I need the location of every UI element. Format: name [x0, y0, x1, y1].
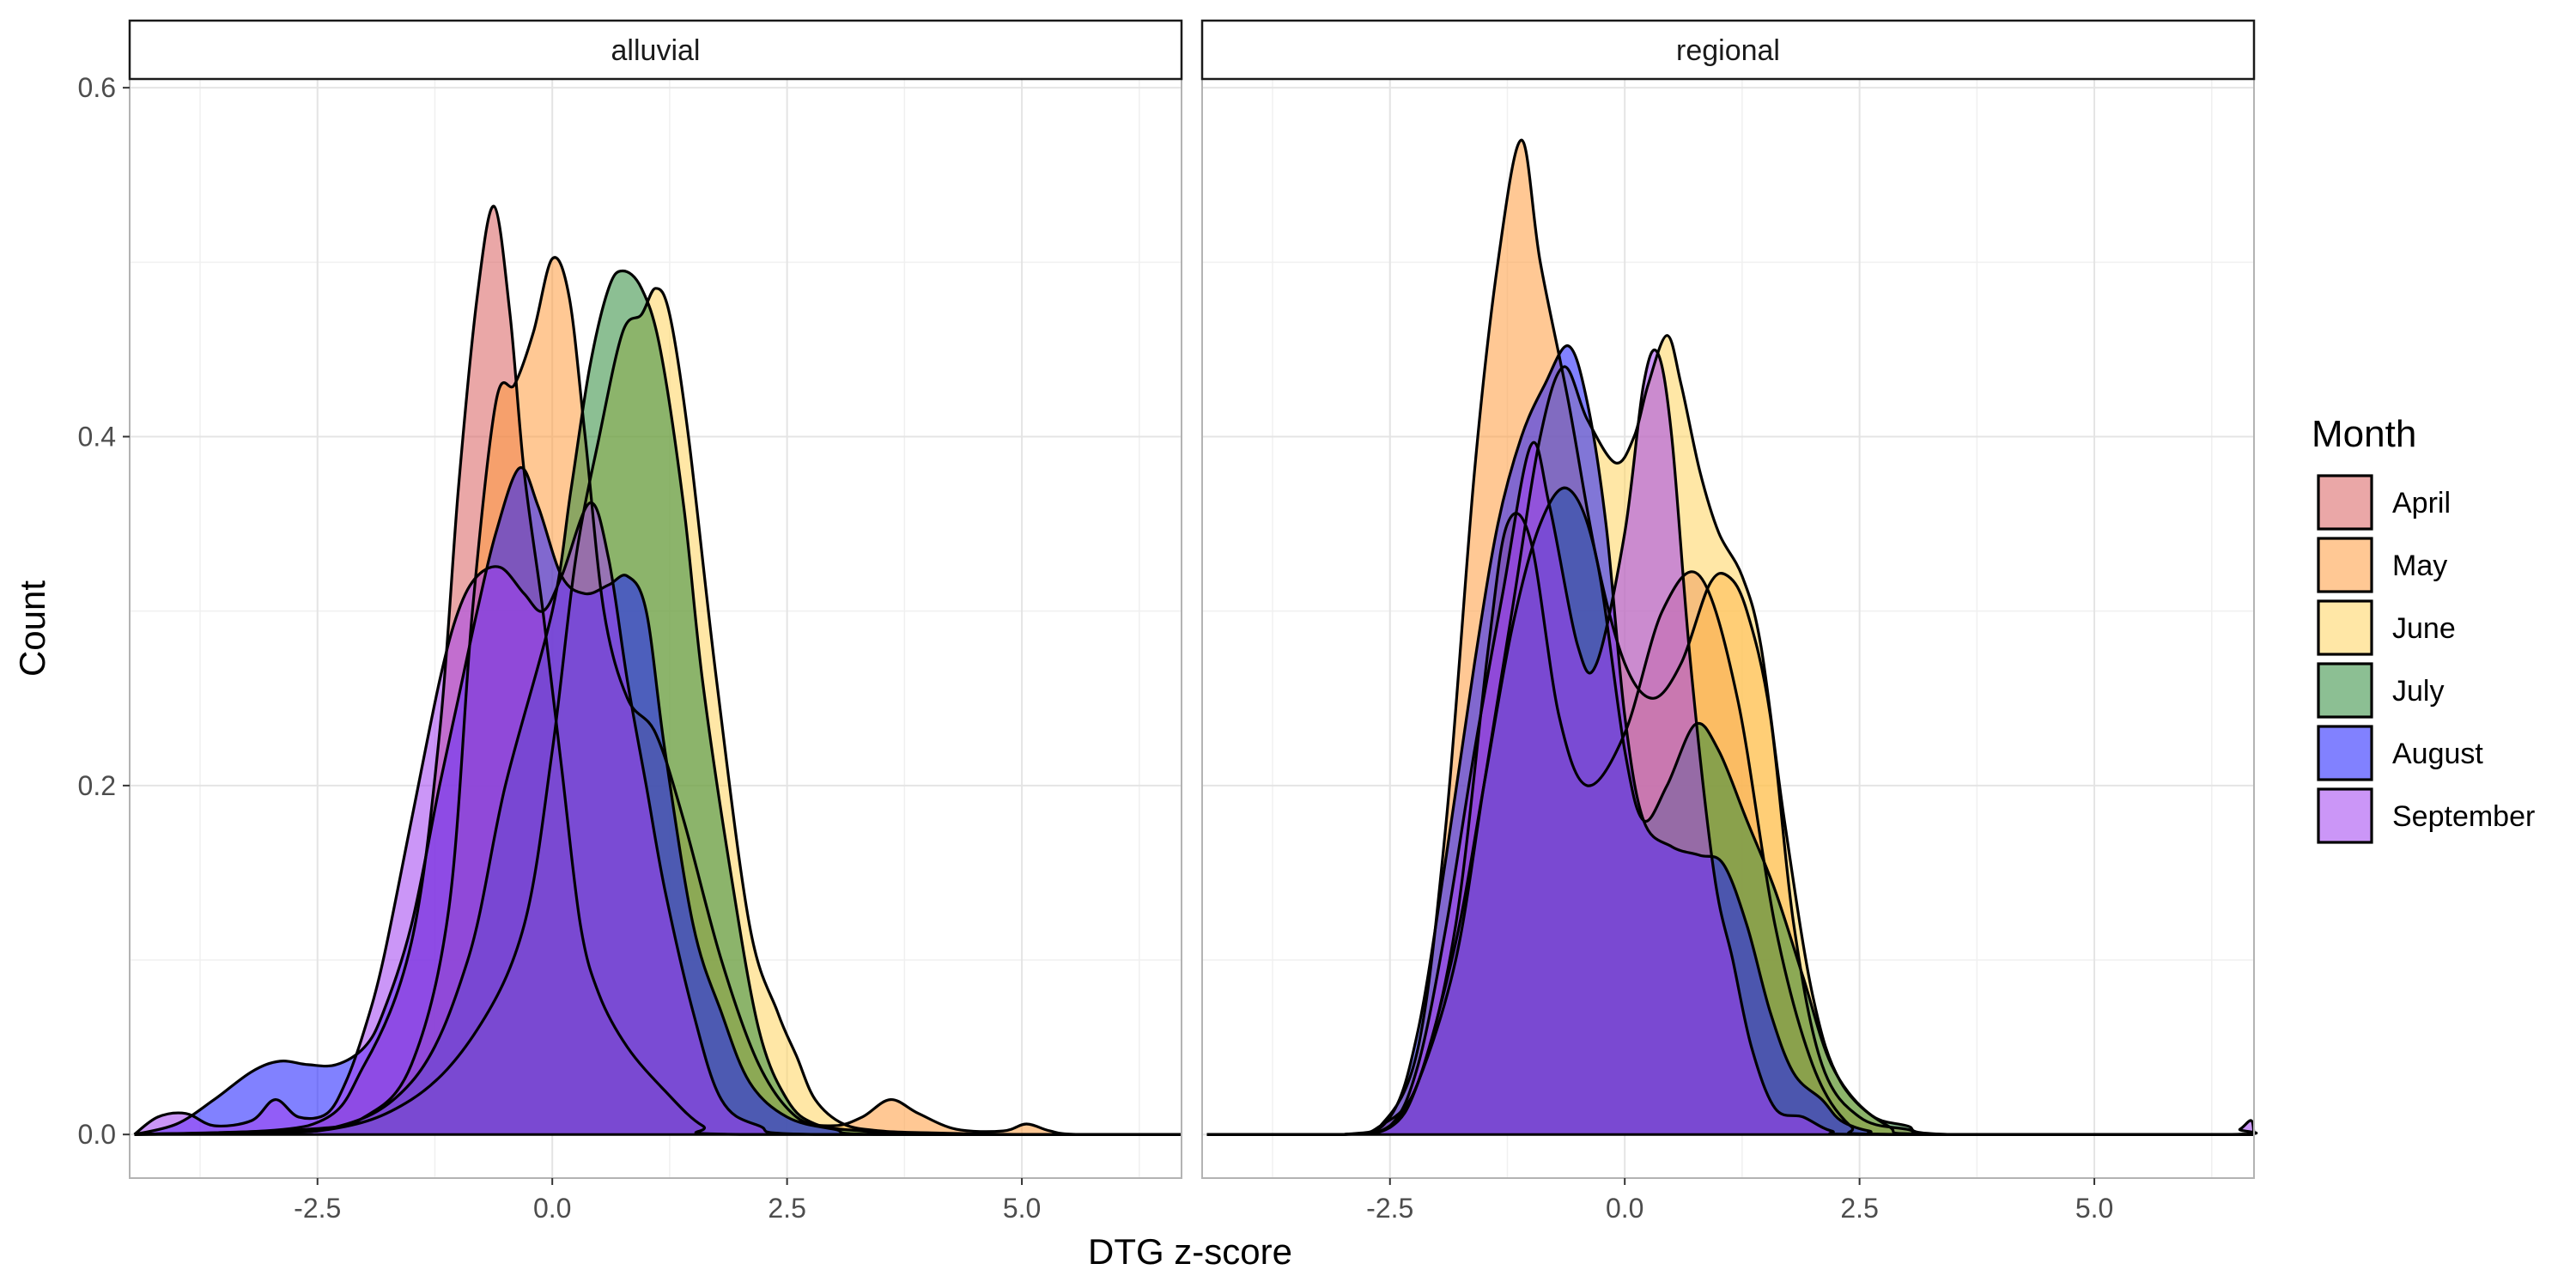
- density-line-august: [134, 466, 1182, 1136]
- legend-swatch-june: [2317, 599, 2373, 656]
- x-tick-label: -2.5: [294, 1193, 341, 1224]
- density-line-april: [134, 204, 1182, 1136]
- density-line-may: [1206, 138, 2254, 1136]
- legend-label-june: June: [2392, 612, 2456, 645]
- density-line-august: [1206, 344, 2254, 1136]
- legend-swatch-september: [2317, 787, 2373, 844]
- density-area-august: [134, 467, 1182, 1135]
- density-line-september: [133, 501, 1182, 1136]
- density-line-july: [1206, 486, 2254, 1136]
- legend-swatch-may: [2317, 537, 2373, 593]
- legend-label-august: August: [2392, 738, 2483, 770]
- x-tick-label: 2.5: [1840, 1193, 1878, 1224]
- legend: Month April May June July August September: [2312, 413, 2535, 844]
- x-tick-label: 0.0: [533, 1193, 571, 1224]
- legend-title: Month: [2312, 413, 2416, 455]
- legend-swatch-august: [2317, 725, 2373, 781]
- y-axis-label: Count: [12, 580, 52, 677]
- x-tick-label: 0.0: [1606, 1193, 1643, 1224]
- x-tick-label: 5.0: [1003, 1193, 1041, 1224]
- y-tick-label: 0.0: [78, 1119, 116, 1150]
- y-tick-label: 0.6: [78, 72, 116, 103]
- density-line-may: [134, 256, 1182, 1136]
- density-line-june: [134, 287, 1182, 1136]
- legend-label-september: September: [2392, 800, 2535, 833]
- y-tick-label: 0.4: [78, 422, 116, 453]
- y-tick-label: 0.2: [78, 770, 116, 801]
- x-tick-label: -2.5: [1366, 1193, 1413, 1224]
- panel-alluvial: alluvial -2.5 0.0 2.5 5.0: [128, 19, 1183, 1224]
- x-axis-label: DTG z-score: [1088, 1231, 1292, 1272]
- facet-strip: [1200, 19, 2256, 81]
- legend-swatch-july: [2317, 662, 2373, 719]
- legend-label-april: April: [2392, 487, 2451, 519]
- density-line-july: [134, 269, 1182, 1136]
- x-tick-label: 5.0: [2075, 1193, 2113, 1224]
- density-area-september: [1206, 349, 2257, 1135]
- y-axis: 0.0 0.2 0.4 0.6: [78, 72, 130, 1150]
- legend-label-may: May: [2392, 550, 2447, 582]
- legend-label-july: July: [2392, 675, 2444, 708]
- facet-strip-label: regional: [1676, 34, 1780, 67]
- facet-strip: [128, 19, 1183, 81]
- panel-regional: regional -2.5 0.0 2.5 5.0: [1200, 19, 2258, 1224]
- x-tick-label: 2.5: [768, 1193, 805, 1224]
- facet-strip-label: alluvial: [611, 34, 701, 67]
- legend-swatch-april: [2317, 474, 2373, 531]
